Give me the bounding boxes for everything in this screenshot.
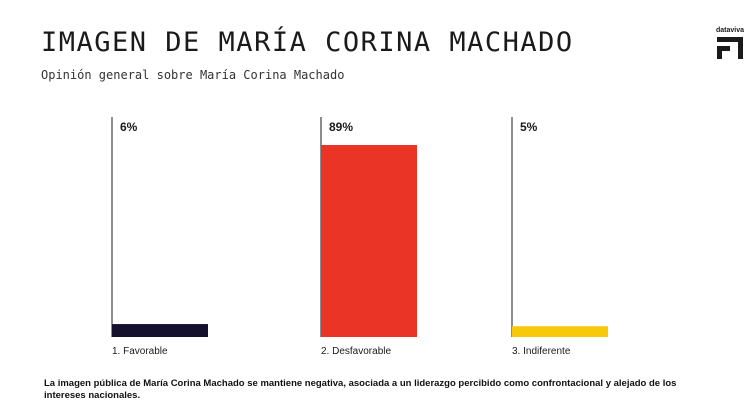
category-label: 3. Indiferente — [512, 346, 571, 357]
brand-mark-icon — [717, 37, 743, 59]
data-label: 5% — [520, 120, 538, 134]
brand-name: dataviva — [716, 27, 745, 34]
chart-subtitle: Opinión general sobre María Corina Macha… — [41, 68, 345, 82]
data-label: 89% — [329, 120, 353, 134]
brand-logo: dataviva — [716, 26, 744, 59]
data-label: 6% — [120, 120, 138, 134]
category-label: 1. Favorable — [112, 346, 168, 357]
category-label: 2. Desfavorable — [321, 346, 391, 357]
bar — [321, 145, 417, 337]
chart-title: IMAGEN DE MARÍA CORINA MACHADO — [41, 27, 574, 58]
bar-chart: 6% 1. Favorable 89% 2. Desfavorable 5% 3. Ind… — [111, 117, 608, 357]
footnote: La imagen pública de María Corina Machad… — [44, 378, 677, 401]
bar — [112, 324, 208, 337]
bar — [512, 326, 608, 337]
